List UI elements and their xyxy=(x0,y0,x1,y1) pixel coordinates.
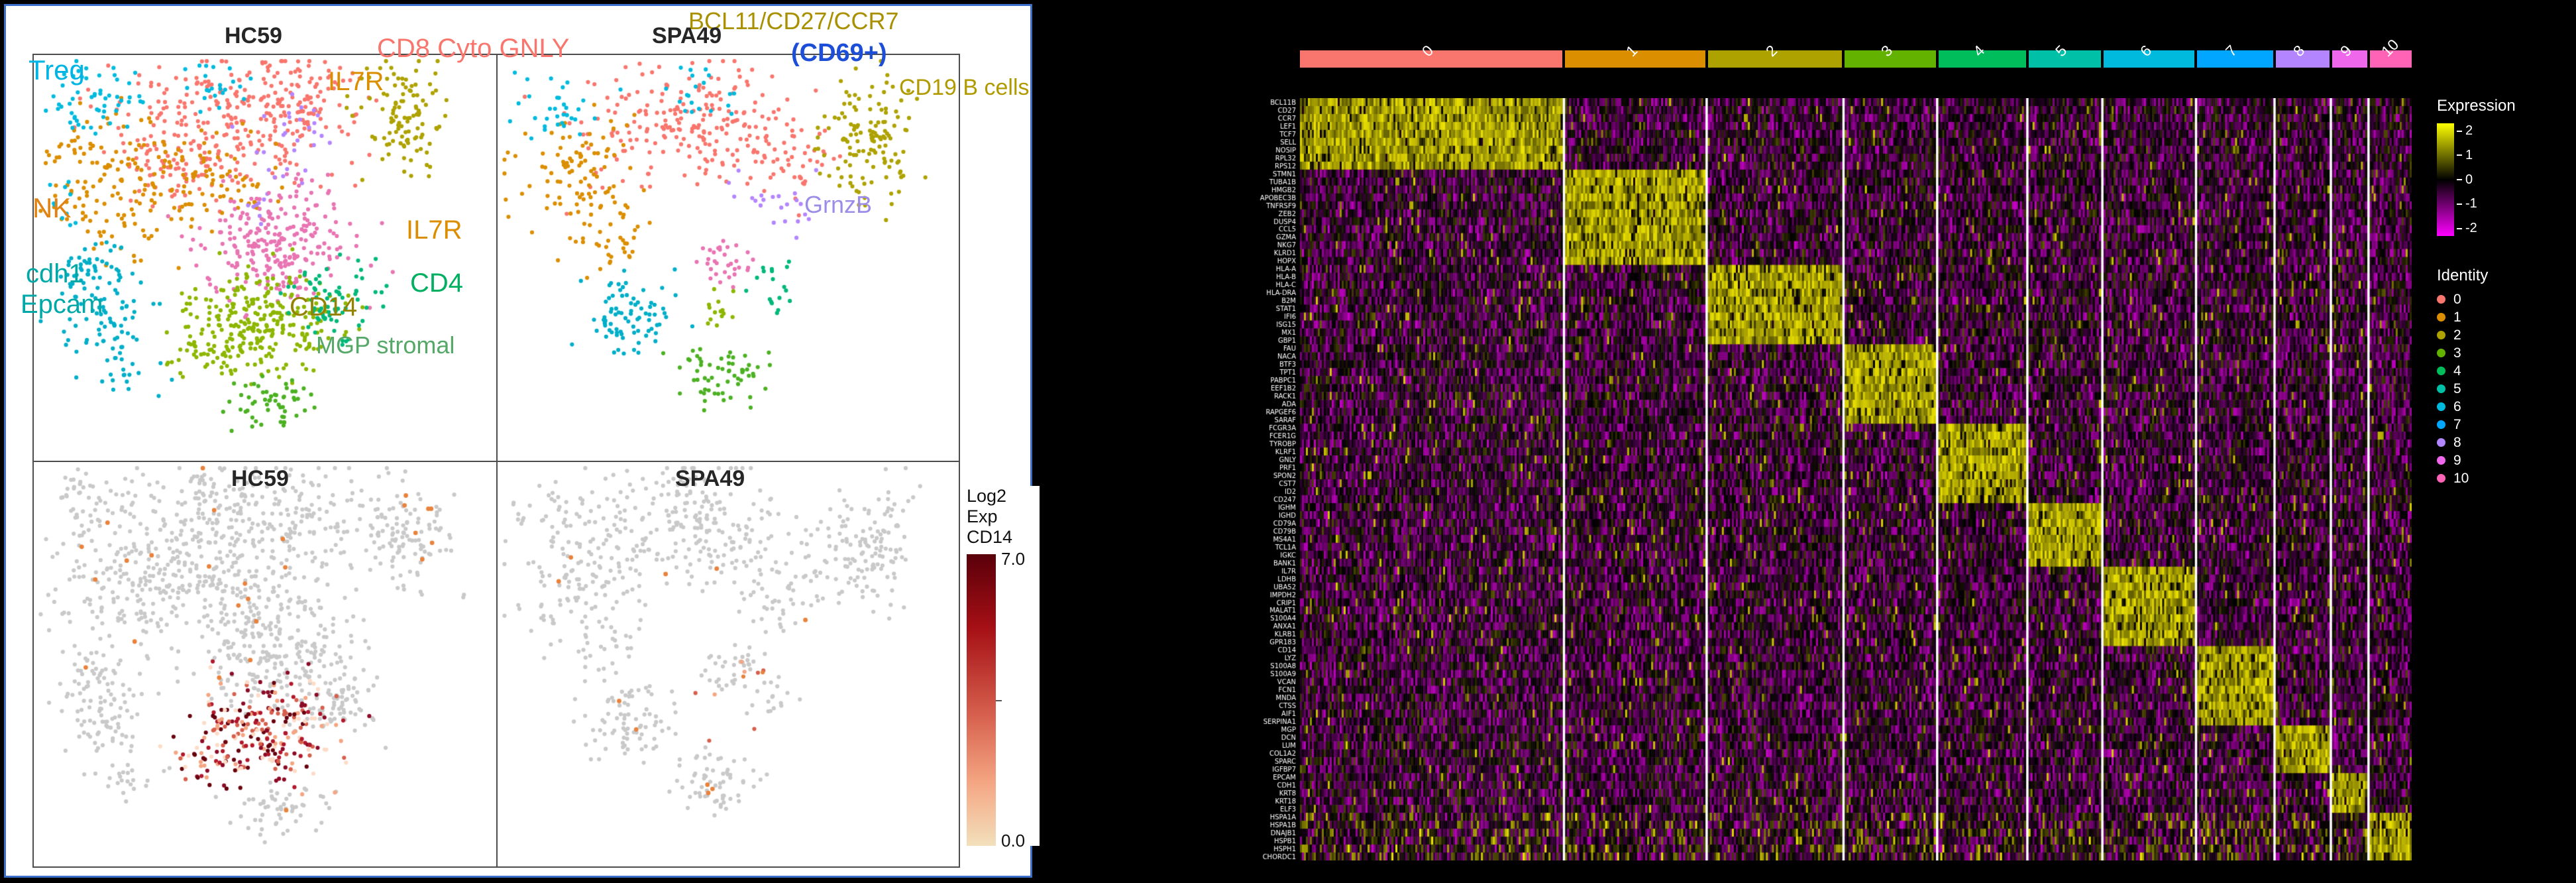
annotation-il7r-top: IL7R xyxy=(328,67,384,96)
annotation-il7r-mid: IL7R xyxy=(406,215,462,245)
identity-item-8: 8 xyxy=(2437,434,2488,451)
expression-tick--1: -1 xyxy=(2457,196,2477,211)
expression-legend: Expression 2 1 0 -1 -2 xyxy=(2437,97,2569,236)
colorbar-max-label: 7.0 xyxy=(1001,549,1026,569)
identity-item-6: 6 xyxy=(2437,398,2488,416)
annotation-cd69: (CD69+) xyxy=(791,39,887,67)
annotation-nk: NK xyxy=(32,192,72,223)
identity-label-5: 5 xyxy=(2453,381,2461,396)
cluster-bar-segment-8 xyxy=(2275,50,2330,68)
identity-dot-7 xyxy=(2437,420,2445,429)
cluster-bar-segment-7 xyxy=(2197,50,2273,68)
annotation-cd14: CD14 xyxy=(290,292,358,322)
expression-tick--2: -2 xyxy=(2457,221,2477,236)
identity-label-6: 6 xyxy=(2453,398,2461,414)
identity-label-8: 8 xyxy=(2453,434,2461,450)
cluster-bar-segment-10 xyxy=(2369,50,2412,68)
expression-legend-title: Expression xyxy=(2437,97,2516,115)
identity-dot-1 xyxy=(2437,313,2445,322)
cluster-bar-segment-9 xyxy=(2332,50,2367,68)
cluster-bar-segment-0 xyxy=(1300,50,1563,68)
identity-legend: Identity 0 1 2 3 4 5 6 7 8 9 10 xyxy=(2437,266,2488,487)
annotation-treg: Treg xyxy=(28,54,85,86)
cluster-bar-segment-1 xyxy=(1565,50,1705,68)
annotation-cd8-cyto-gnly: CD8 Cyto GNLY xyxy=(377,34,570,63)
umap-spa49-cd14-feature-canvas xyxy=(498,462,959,866)
identity-legend-title: Identity xyxy=(2437,266,2489,284)
panel-title-spa49-top: SPA49 xyxy=(652,23,722,48)
annotation-cd19-b-cells: CD19 B cells xyxy=(899,75,1030,100)
identity-dot-6 xyxy=(2437,402,2445,411)
cluster-bar-segment-6 xyxy=(2103,50,2195,68)
identity-item-9: 9 xyxy=(2437,451,2488,469)
colorbar-gradient: 7.0 0.0 xyxy=(967,549,1025,851)
heatmap-panel: 0 1 2 3 4 5 6 7 8 9 10 Expression 2 1 0 -1 -2 Identity… xyxy=(1040,0,2576,883)
identity-label-1: 1 xyxy=(2453,309,2461,325)
identity-item-4: 4 xyxy=(2437,362,2488,380)
colorbar-title-line2: CD14 xyxy=(967,527,1013,548)
identity-legend-items: 0 1 2 3 4 5 6 7 8 9 10 xyxy=(2437,290,2488,487)
grid-divider-horizontal xyxy=(34,461,959,462)
umap-figure-panel: BCL11/CD27/CCR7 HC59 SPA49 HC59 SPA49 CD… xyxy=(4,4,1040,878)
cluster-bar-segment-3 xyxy=(1845,50,1936,68)
identity-item-10: 10 xyxy=(2437,469,2488,487)
umap-hc59-cd14-feature-canvas xyxy=(34,462,495,866)
identity-label-10: 10 xyxy=(2453,470,2469,486)
identity-label-2: 2 xyxy=(2453,327,2461,343)
cluster-bar-segment-4 xyxy=(1938,50,2026,68)
identity-label-9: 9 xyxy=(2453,452,2461,468)
umap-spa49-clusters-canvas xyxy=(498,55,959,459)
identity-label-4: 4 xyxy=(2453,363,2461,379)
identity-label-3: 3 xyxy=(2453,345,2461,361)
identity-item-5: 5 xyxy=(2437,380,2488,398)
umap-hc59-clusters-canvas xyxy=(34,55,495,459)
annotation-mgp-stromal: MGP stromal xyxy=(316,331,455,359)
identity-item-2: 2 xyxy=(2437,326,2488,344)
identity-item-7: 7 xyxy=(2437,416,2488,434)
expression-tick-1: 1 xyxy=(2457,148,2477,163)
cd14-colorbar: Log2 Exp CD14 7.0 0.0 xyxy=(967,486,1040,851)
colorbar-title-line1: Log2 Exp xyxy=(967,486,1007,527)
identity-dot-4 xyxy=(2437,367,2445,375)
expression-tick-0: 0 xyxy=(2457,172,2477,188)
expression-gradient xyxy=(2437,123,2454,236)
colorbar-mid-tick xyxy=(996,700,1002,702)
annotation-epcam: Epcam xyxy=(21,290,103,319)
identity-dot-3 xyxy=(2437,349,2445,357)
umap-plot-grid xyxy=(32,54,960,868)
colorbar-min-label: 0.0 xyxy=(1001,831,1026,851)
annotation-cd4: CD4 xyxy=(410,268,464,298)
identity-item-0: 0 xyxy=(2437,290,2488,308)
annotation-cdh1: cdh1 xyxy=(26,259,83,288)
cluster-bar-segment-5 xyxy=(2028,50,2101,68)
panel-title-hc59-top: HC59 xyxy=(225,23,282,48)
identity-item-1: 1 xyxy=(2437,308,2488,326)
identity-dot-10 xyxy=(2437,474,2445,483)
figure-title: BCL11/CD27/CCR7 xyxy=(688,7,899,34)
identity-dot-5 xyxy=(2437,384,2445,393)
expression-ticks: 2 1 0 -1 -2 xyxy=(2457,123,2477,236)
annotation-grnzb: GrnzB xyxy=(804,191,873,218)
identity-dot-2 xyxy=(2437,331,2445,339)
expression-tick-2: 2 xyxy=(2457,123,2477,139)
identity-label-0: 0 xyxy=(2453,291,2461,307)
panel-title-hc59-bottom: HC59 xyxy=(231,466,289,491)
identity-item-3: 3 xyxy=(2437,344,2488,362)
identity-dot-9 xyxy=(2437,456,2445,465)
heatmap-canvas xyxy=(1040,98,2412,860)
cluster-bar-segment-2 xyxy=(1707,50,1843,68)
identity-dot-0 xyxy=(2437,295,2445,304)
panel-title-spa49-bottom: SPA49 xyxy=(675,466,745,491)
identity-label-7: 7 xyxy=(2453,416,2461,432)
identity-dot-8 xyxy=(2437,438,2445,447)
